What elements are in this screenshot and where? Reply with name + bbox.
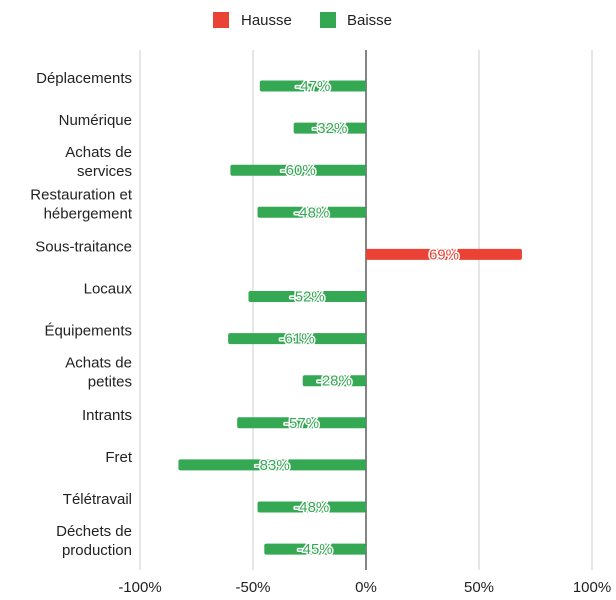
value-axis: -100% -50% 0% 50% 100% <box>118 579 611 596</box>
legend-swatch <box>320 12 336 28</box>
category-label: Sous-traitance <box>35 238 132 255</box>
data-label-halo: 69% <box>429 246 459 263</box>
category-label: Déchets de <box>56 523 132 540</box>
data-label: -32% <box>312 120 347 137</box>
data-label-halo: -52% <box>290 289 325 306</box>
data-label-halo: -28% <box>317 373 352 390</box>
x-tick-label: -100% <box>118 579 161 595</box>
category-label: petites <box>88 374 132 391</box>
data-label-halo: -48% <box>294 499 329 516</box>
data-label-halo: -45% <box>298 541 333 558</box>
data-label-halo: -61% <box>280 331 315 348</box>
gridlines <box>139 50 593 570</box>
bar <box>257 501 366 513</box>
data-labels: -47%-47%-32%-32%-60%-60%-48%-48%69%69%-5… <box>253 77 460 560</box>
category-label: Restauration et <box>30 186 133 203</box>
data-label-halo: -47% <box>295 78 330 95</box>
category-label: Achats de <box>65 355 132 372</box>
category-label: Intrants <box>82 407 132 424</box>
data-label: -57% <box>284 415 319 432</box>
category-label: Équipements <box>44 323 132 340</box>
bar <box>257 206 366 218</box>
legend: Hausse Baisse <box>213 12 392 29</box>
data-label: -47% <box>295 78 330 95</box>
category-label: services <box>77 163 132 180</box>
data-label-halo: -57% <box>284 415 319 432</box>
data-label: -60% <box>281 162 316 179</box>
category-label: hébergement <box>44 205 133 222</box>
category-label: Numérique <box>59 112 132 129</box>
data-label-halo: -48% <box>294 204 329 221</box>
category-label: Fret <box>105 449 133 466</box>
category-label: Locaux <box>84 281 133 298</box>
x-tick-label: 100% <box>573 579 611 595</box>
bar <box>248 291 366 302</box>
data-label-halo: -60% <box>281 162 316 179</box>
data-label-halo: -32% <box>312 120 347 137</box>
data-label: -48% <box>294 204 329 221</box>
category-label: production <box>62 542 132 559</box>
bar <box>230 164 366 176</box>
data-label: 69% <box>429 246 459 263</box>
x-tick-label: 50% <box>464 579 494 595</box>
bar <box>259 80 366 92</box>
data-label: -61% <box>280 331 315 348</box>
data-label: -28% <box>317 373 352 390</box>
data-label: -45% <box>298 541 333 558</box>
legend-label: Hausse <box>241 12 292 29</box>
x-tick-label: -50% <box>235 579 270 595</box>
category-label: Déplacements <box>36 70 132 87</box>
bar <box>293 122 366 134</box>
x-tick-label: 0% <box>355 579 377 595</box>
bar <box>302 375 366 387</box>
bar <box>228 333 366 345</box>
category-label: Télétravail <box>63 491 132 508</box>
bar <box>178 459 366 471</box>
category-axis: Déplacements Numérique Achats de services Re… <box>30 70 133 559</box>
data-label-halo: -83% <box>255 457 290 474</box>
legend-label: Baisse <box>347 12 392 29</box>
data-label: -52% <box>290 289 325 306</box>
category-label: Achats de <box>65 144 132 161</box>
bar <box>366 248 522 260</box>
data-label: -48% <box>294 499 329 516</box>
bar <box>264 543 366 555</box>
data-label: -83% <box>255 457 290 474</box>
legend-swatch <box>213 12 229 28</box>
bar <box>237 417 366 429</box>
bars <box>178 80 522 555</box>
